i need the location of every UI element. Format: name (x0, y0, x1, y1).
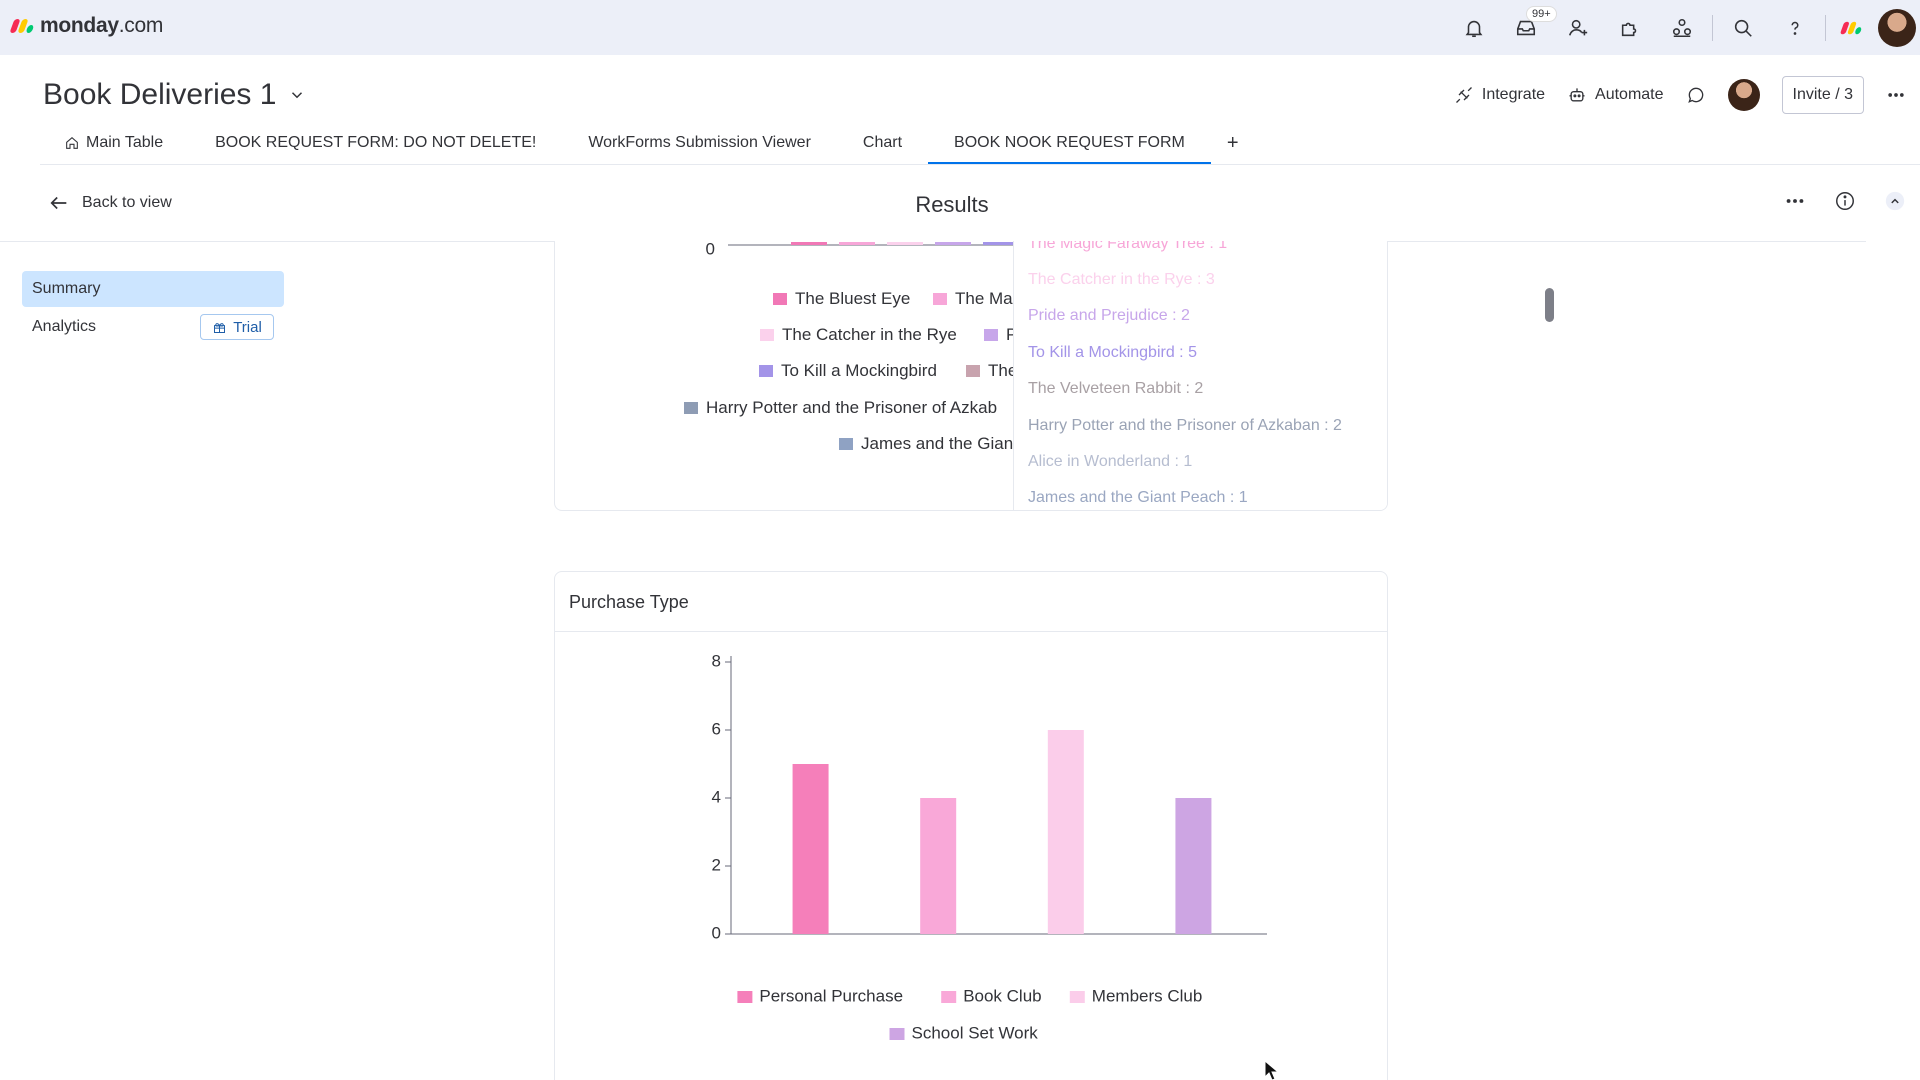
tooltip-row: The Velveteen Rabbit : 2 (1028, 380, 1204, 397)
tooltip-row: Pride and Prejudice : 2 (1028, 307, 1190, 324)
sidebar-item-analytics[interactable]: Analytics (32, 318, 97, 335)
bar-book-club (920, 798, 957, 934)
help-icon[interactable] (1769, 0, 1821, 55)
y-tick-label: 0 (712, 923, 721, 942)
trial-badge[interactable]: Trial (200, 314, 274, 340)
legend-label: Members Club (1092, 986, 1203, 1005)
top-bar: monday.com 99+ (0, 0, 1920, 55)
legend-label: Book Club (963, 986, 1041, 1005)
tooltip-row: The Magic Faraway Tree : 1 (1028, 241, 1228, 252)
bar-members-club (1047, 730, 1084, 934)
legend-swatch (737, 991, 753, 1003)
books-legend-item: The (966, 361, 1013, 381)
chevron-up-icon[interactable] (1884, 190, 1906, 212)
purchase-type-title: Purchase Type (555, 572, 1387, 632)
bar-personal-purchase (792, 764, 829, 934)
user-avatar[interactable] (1874, 0, 1920, 55)
more-options-button[interactable] (1886, 85, 1906, 105)
topbar-divider (1712, 14, 1713, 41)
monday-logo[interactable]: monday.com (9, 14, 164, 38)
books-bar (887, 242, 923, 245)
tabs-divider (40, 164, 1920, 165)
product-switcher-icon[interactable] (1830, 0, 1874, 55)
invite-person-icon[interactable] (1552, 0, 1604, 55)
automate-button[interactable]: Automate (1567, 85, 1664, 105)
legend-label: Personal Purchase (759, 986, 903, 1005)
info-icon[interactable] (1834, 190, 1856, 212)
more-horizontal-icon (1888, 93, 1904, 97)
tab-main-table[interactable]: Main Table (60, 126, 189, 164)
purchase-type-card: Purchase Type 0 2 4 6 8 Personal Purchase Book… (554, 571, 1388, 1080)
arrow-left-icon (50, 196, 67, 210)
integrate-button[interactable]: Integrate (1454, 85, 1545, 105)
chevron-down-icon (292, 92, 303, 99)
chat-bubble-icon (1687, 87, 1703, 103)
logo-text: monday.com (40, 14, 164, 37)
sidebar-item-summary[interactable]: Summary (22, 271, 284, 307)
tooltip-row: Harry Potter and the Prisoner of Azkaban… (1028, 417, 1342, 434)
y-tick-label: 8 (712, 651, 721, 670)
updates-button[interactable] (1686, 85, 1706, 105)
tooltip-row: James and the Giant Peach : 1 (1028, 489, 1248, 506)
mouse-cursor-icon (1264, 1060, 1280, 1080)
results-title: Results (915, 192, 989, 217)
books-legend: The Bluest Eye The Ma The Catcher in the… (555, 241, 1013, 510)
purchase-type-chart: 0 2 4 6 8 Personal Purchase Book Club Members C… (712, 651, 1267, 1042)
integrate-icon (1455, 87, 1472, 103)
books-legend-item: James and the Gian (839, 434, 1013, 454)
y-tick-label: 4 (712, 787, 721, 806)
gift-icon (214, 322, 226, 333)
tab-chart[interactable]: Chart (862, 134, 903, 151)
integrations-icon[interactable] (1656, 0, 1708, 55)
books-bar (839, 242, 875, 245)
y-tick-label: 6 (712, 719, 721, 738)
board-member-avatar[interactable] (1727, 79, 1760, 111)
books-chart-card: 0 The Bluest Eye The Ma The Catcher in t… (554, 241, 1388, 511)
topbar-divider (1825, 14, 1826, 41)
tooltip-row: The Catcher in the Rye : 3 (1028, 271, 1215, 288)
legend-label: School Set Work (912, 1023, 1039, 1042)
monday-logo-icon (9, 19, 36, 33)
bell-icon[interactable] (1448, 0, 1500, 55)
legend-swatch (889, 1028, 905, 1040)
legend-swatch (941, 991, 957, 1003)
bar-school-set-work (1175, 798, 1212, 934)
books-bar (791, 242, 827, 245)
books-zero-tick: 0 (706, 241, 715, 258)
books-bar (983, 242, 1015, 245)
books-chart-axis: 0 (706, 241, 1015, 258)
apps-icon[interactable] (1604, 0, 1656, 55)
add-view-button[interactable]: + (1226, 132, 1239, 154)
scrollbar-thumb[interactable] (1545, 288, 1554, 322)
board-title[interactable]: Book Deliveries 1 (43, 78, 306, 112)
tab-book-request-form[interactable]: BOOK REQUEST FORM: DO NOT DELETE! (215, 134, 537, 151)
inbox-icon[interactable]: 99+ (1500, 0, 1557, 55)
books-bar (935, 242, 971, 245)
tooltip-row: Alice in Wonderland : 1 (1028, 453, 1193, 470)
board-title-text: Book Deliveries 1 (43, 78, 277, 111)
tooltip-row: To Kill a Mockingbird : 5 (1028, 344, 1197, 361)
robot-icon (1569, 88, 1585, 102)
books-legend-item: The Bluest Eye (773, 289, 910, 309)
books-tooltip-list: The Magic Faraway Tree : 1 The Catcher i… (1013, 241, 1387, 510)
books-legend-item: Harry Potter and the Prisoner of Azkab (684, 398, 997, 418)
books-legend-item: The Catcher in the Rye (760, 325, 957, 345)
books-legend-item: P (984, 325, 1013, 345)
y-tick-label: 2 (712, 855, 721, 874)
tab-book-nook-request-form[interactable]: BOOK NOOK REQUEST FORM (928, 126, 1211, 164)
back-to-view-button[interactable]: Back to view (48, 192, 172, 214)
legend-swatch (1069, 991, 1085, 1003)
notification-badge: 99+ (1526, 6, 1557, 22)
home-icon (66, 136, 78, 149)
view-tabs: Main Table BOOK REQUEST FORM: DO NOT DEL… (60, 126, 1255, 164)
tab-workforms-submission-viewer[interactable]: WorkForms Submission Viewer (588, 134, 811, 151)
books-legend-item: To Kill a Mockingbird (759, 361, 937, 381)
invite-button[interactable]: Invite / 3 (1781, 76, 1864, 114)
books-legend-item: The Ma (933, 289, 1013, 309)
search-icon[interactable] (1717, 0, 1769, 55)
more-horizontal-icon[interactable] (1784, 190, 1806, 212)
